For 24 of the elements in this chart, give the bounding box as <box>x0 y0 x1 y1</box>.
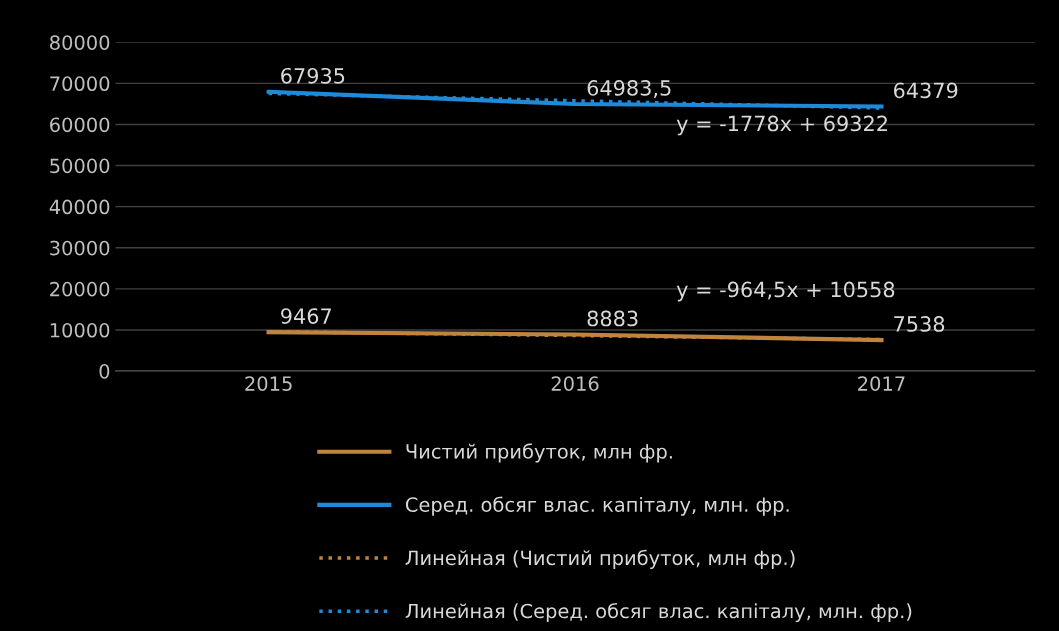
legend-label: Линейная (Серед. обсяг влас. капіталу, млн. фр.) <box>405 602 912 623</box>
y-tick-label: 80000 <box>50 35 110 50</box>
x-tick-label: 2017 <box>858 376 905 391</box>
data-label: 64379 <box>894 82 958 99</box>
data-label: 8883 <box>587 310 638 327</box>
legend-label: Чистий прибуток, млн фр. <box>406 443 672 463</box>
y-tick-label: 70000 <box>50 76 110 92</box>
y-tick-label: 20000 <box>50 281 110 297</box>
data-label: 67935 <box>281 67 345 84</box>
y-tick-label: 0 <box>99 363 110 379</box>
y-tick-label: 40000 <box>49 199 110 215</box>
data-label: 9467 <box>281 308 331 324</box>
data-label: 64983,5 <box>587 80 671 98</box>
y-tick-label: 10000 <box>50 322 110 338</box>
y-tick-label: 50000 <box>50 158 110 174</box>
x-tick-label: 2016 <box>551 376 599 391</box>
y-tick-label: 60000 <box>50 117 110 133</box>
annotation: y = -964,5x + 10558 <box>676 281 895 302</box>
y-tick-label: 30000 <box>50 240 110 256</box>
x-tick-label: 2015 <box>245 376 292 391</box>
annotation: y = -1778x + 69322 <box>676 115 887 136</box>
legend-label: Линейная (Чистий прибуток, млн фр.) <box>405 549 795 569</box>
data-label: 7538 <box>894 316 945 332</box>
legend-label: Серед. обсяг влас. капіталу, млн. фр. <box>405 496 789 516</box>
